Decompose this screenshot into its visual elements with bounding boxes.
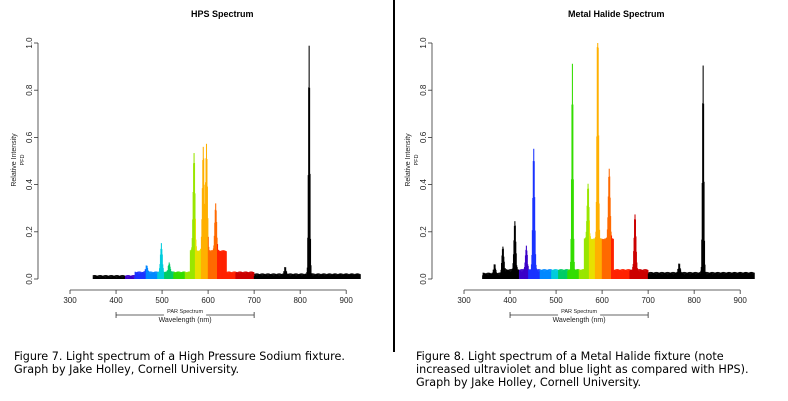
spectrum-bar [92, 275, 94, 279]
y-tick-label: 0.8 [25, 84, 34, 96]
x-tick-label: 300 [457, 296, 471, 305]
y-axis-label: Relative Intensity [11, 133, 18, 187]
spectrum-bar [225, 251, 227, 279]
spectrum-bar [109, 275, 111, 279]
x-tick-label: 800 [687, 296, 701, 305]
spectrum-bar [104, 275, 106, 279]
x-tick-label: 600 [595, 296, 609, 305]
spectrum-bar [121, 274, 123, 279]
x-tick-label: 900 [340, 296, 354, 305]
spectrum-bar [573, 238, 575, 279]
y-axis-sublabel: PFD [20, 154, 26, 165]
x-tick-label: 700 [641, 296, 655, 305]
x-tick-label: 700 [247, 296, 261, 305]
spectrum-bar [703, 181, 705, 279]
spectrum-series [92, 45, 361, 280]
y-tick-label: 0.2 [419, 226, 428, 238]
metal-halide-figure: 300 400 500 600 700 800 900 0.0 0.2 0.4 0.6 0.8 1.0 M… [394, 0, 788, 401]
y-tick-label: 0.2 [25, 226, 34, 238]
par-band-label: PAR Spectrum [561, 309, 597, 315]
y-tick-label: 0.8 [419, 84, 428, 96]
spectrum-bar [120, 275, 122, 279]
x-tick-label: 600 [201, 296, 215, 305]
y-tick-label: 0.4 [25, 178, 34, 190]
spectrum-bar [116, 275, 118, 279]
chart-title: Metal Halide Spectrum [568, 9, 665, 19]
x-tick-label: 800 [293, 296, 307, 305]
x-axis-label: Wavelength (nm) [159, 317, 212, 324]
hps-figure: 300 400 500 600 700 800 900 0.0 0.2 0.4 0.6 0.8 1.0 H… [11, 9, 361, 376]
spectrum-bar [309, 173, 311, 279]
spectrum-bar [359, 274, 361, 279]
y-tick-label: 1.0 [419, 37, 428, 49]
spectrum-bar [93, 274, 95, 279]
spectrum-bar [127, 274, 129, 279]
figure-divider [393, 0, 395, 352]
par-bracket-right [206, 312, 255, 318]
spectrum-bar [612, 238, 614, 279]
metal-halide-figure-caption: Figure 8. Light spectrum of a Metal Hali… [416, 350, 749, 389]
spectrum-bar [310, 265, 312, 279]
spectrum-bar [753, 272, 755, 279]
x-tick-label: 500 [549, 296, 563, 305]
spectrum-bar [703, 240, 706, 279]
spectrum-bar [132, 274, 134, 279]
y-tick-label: 0.6 [419, 131, 428, 143]
spectrum-bar [103, 275, 105, 279]
par-bracket-left [509, 312, 559, 318]
hps-figure-caption: Figure 7. Light spectrum of a High Press… [14, 350, 345, 376]
metal-halide-spectrum-chart: 300 400 500 600 700 800 900 0.0 0.2 0.4 0.6 0.8 1.0 M… [405, 9, 755, 324]
y-tick-label: 1.0 [25, 37, 34, 49]
spectrum-bar [131, 275, 133, 279]
x-tick-label: 500 [155, 296, 169, 305]
hps-spectrum-chart: 300 400 500 600 700 800 900 0.0 0.2 0.4 0.6 0.8 1.0 H… [11, 9, 361, 324]
y-tick-label: 0.0 [25, 273, 34, 285]
spectrum-bar [309, 238, 312, 279]
x-tick-label: 300 [63, 296, 77, 305]
spectrum-bar [99, 274, 101, 279]
y-tick-label: 0.6 [25, 131, 34, 143]
x-tick-label: 900 [734, 296, 748, 305]
spectrum-bar [572, 179, 574, 279]
x-axis-label: Wavelength (nm) [553, 317, 606, 324]
chart-title: HPS Spectrum [191, 9, 254, 19]
x-tick-label: 400 [109, 296, 123, 305]
x-tick-label: 400 [503, 296, 517, 305]
y-tick-label: 0.4 [419, 178, 428, 190]
spectrum-bar [126, 275, 128, 279]
y-axis-sublabel: PFD [414, 154, 420, 165]
spectrum-bar [98, 275, 100, 279]
spectrum-bar [704, 264, 706, 279]
spectrum-bar [115, 275, 117, 279]
spectrum-series [482, 43, 755, 280]
par-band-label: PAR Spectrum [167, 309, 203, 315]
spectrum-bar [110, 274, 112, 279]
spectrum-bar [105, 275, 107, 279]
spectrum-bar [253, 272, 255, 279]
par-bracket-right [600, 312, 649, 318]
y-tick-label: 0.0 [419, 273, 428, 285]
y-axis-label: Relative Intensity [405, 133, 412, 187]
par-bracket-left [115, 312, 165, 318]
